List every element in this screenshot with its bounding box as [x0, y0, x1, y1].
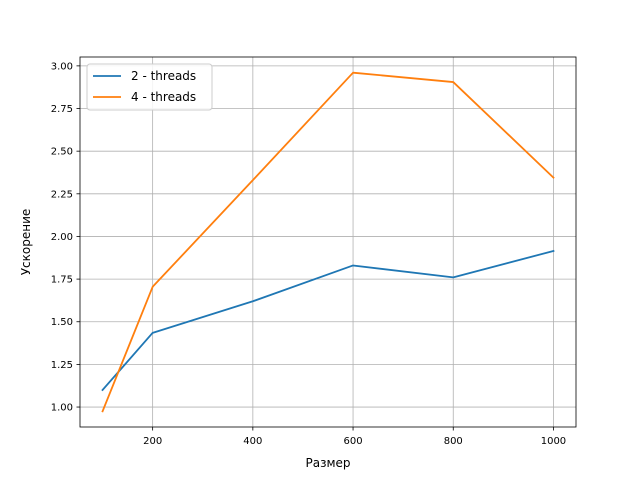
- y-tick-label: 1.25: [51, 360, 73, 371]
- x-tick-label: 600: [344, 436, 363, 447]
- legend-label-2-threads: 2 - threads: [131, 69, 196, 83]
- y-tick-label: 3.00: [51, 61, 73, 72]
- x-tick-label: 200: [143, 436, 162, 447]
- y-tick-label: 1.00: [51, 403, 73, 414]
- plot-frame: [79, 56, 577, 428]
- series-line-2-threads: [101, 249, 555, 392]
- y-tick-label: 1.50: [51, 317, 73, 328]
- axis-ticks: 200 400 600 800 1000 1.00 1.25 1.50 1.75 2.00 2.25…: [51, 61, 566, 447]
- y-tick-label: 2.75: [51, 104, 73, 115]
- series-line-4-threads: [101, 71, 555, 413]
- x-tick-label: 800: [444, 436, 463, 447]
- y-tick-label: 2.50: [51, 147, 73, 158]
- legend: 2 - threads 4 - threads: [86, 63, 213, 111]
- plot-area: [80, 57, 576, 427]
- y-axis-label: Ускорение: [19, 209, 33, 276]
- grid-lines: [80, 57, 576, 427]
- y-tick-label: 1.75: [51, 275, 73, 286]
- x-tick-label: 400: [243, 436, 262, 447]
- series-lines: [101, 71, 555, 413]
- x-tick-label: 1000: [541, 436, 566, 447]
- y-tick-label: 2.00: [51, 232, 73, 243]
- x-axis-label: Размер: [305, 456, 350, 470]
- legend-label-4-threads: 4 - threads: [131, 90, 196, 104]
- y-tick-label: 2.25: [51, 189, 73, 200]
